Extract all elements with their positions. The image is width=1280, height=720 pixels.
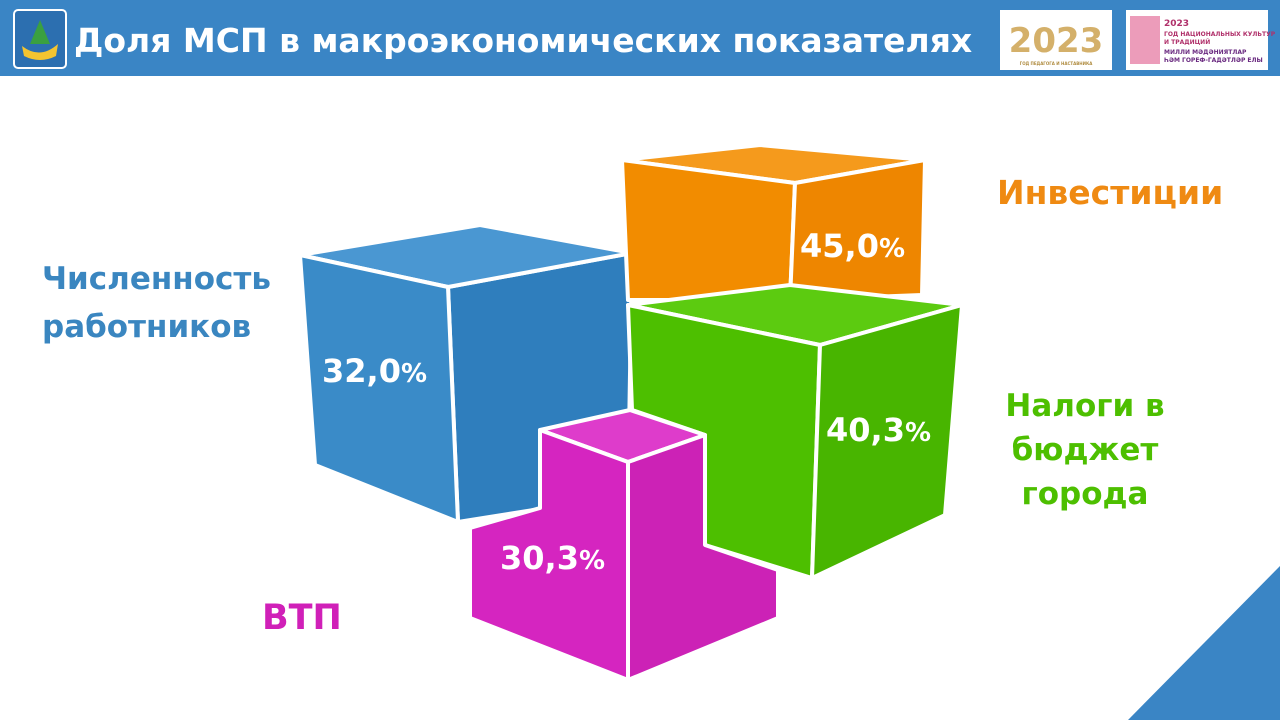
logo-year: 2023 bbox=[1164, 19, 1189, 29]
value: 30,3% bbox=[500, 539, 605, 577]
value-number: 32,0 bbox=[322, 352, 401, 390]
value-unit: % bbox=[401, 359, 427, 389]
logo-line: МИЛЛИ МӘДӘНИЯТЛАР bbox=[1164, 49, 1247, 56]
value-number: 40,3 bbox=[826, 411, 905, 449]
logo-line: И ТРАДИЦИЙ bbox=[1164, 38, 1210, 46]
cube-green bbox=[626, 283, 964, 580]
label: Численность bbox=[42, 261, 271, 297]
label: города bbox=[1022, 476, 1149, 512]
value: 32,0% bbox=[322, 352, 427, 390]
logo-year: 2023 bbox=[1009, 21, 1104, 61]
value: 45,0% bbox=[800, 227, 905, 265]
value-number: 45,0 bbox=[800, 227, 879, 265]
label: Налоги в bbox=[1005, 388, 1164, 424]
corner-decoration bbox=[1128, 566, 1280, 720]
logo-line: ҺӘМ ГОРЕФ-ГАДӘТЛӘР ЕЛЫ bbox=[1164, 57, 1263, 64]
emblem bbox=[13, 9, 67, 69]
label: ВТП bbox=[262, 598, 342, 638]
value-unit: % bbox=[579, 546, 605, 576]
value-unit: % bbox=[905, 418, 931, 448]
title: Доля МСП в макроэкономических показателя… bbox=[74, 21, 972, 60]
logo-culture-year: 2023 ГОД НАЦИОНАЛЬНЫХ КУЛЬТУР И ТРАДИЦИЙ… bbox=[1126, 10, 1276, 70]
cube-pink bbox=[468, 408, 780, 682]
logo-caption: ГОД ПЕДАГОГА И НАСТАВНИКА bbox=[1020, 61, 1094, 66]
value: 40,3% bbox=[826, 411, 931, 449]
logo-teacher-year: 2023 ГОД ПЕДАГОГА И НАСТАВНИКА bbox=[1000, 10, 1112, 70]
label: работников bbox=[42, 309, 251, 345]
label: Инвестиции bbox=[997, 173, 1223, 212]
value-number: 30,3 bbox=[500, 539, 579, 577]
logo-line: ГОД НАЦИОНАЛЬНЫХ КУЛЬТУР bbox=[1164, 31, 1276, 38]
cube-orange bbox=[620, 143, 927, 302]
value-unit: % bbox=[879, 234, 905, 264]
label: бюджет bbox=[1012, 432, 1159, 468]
